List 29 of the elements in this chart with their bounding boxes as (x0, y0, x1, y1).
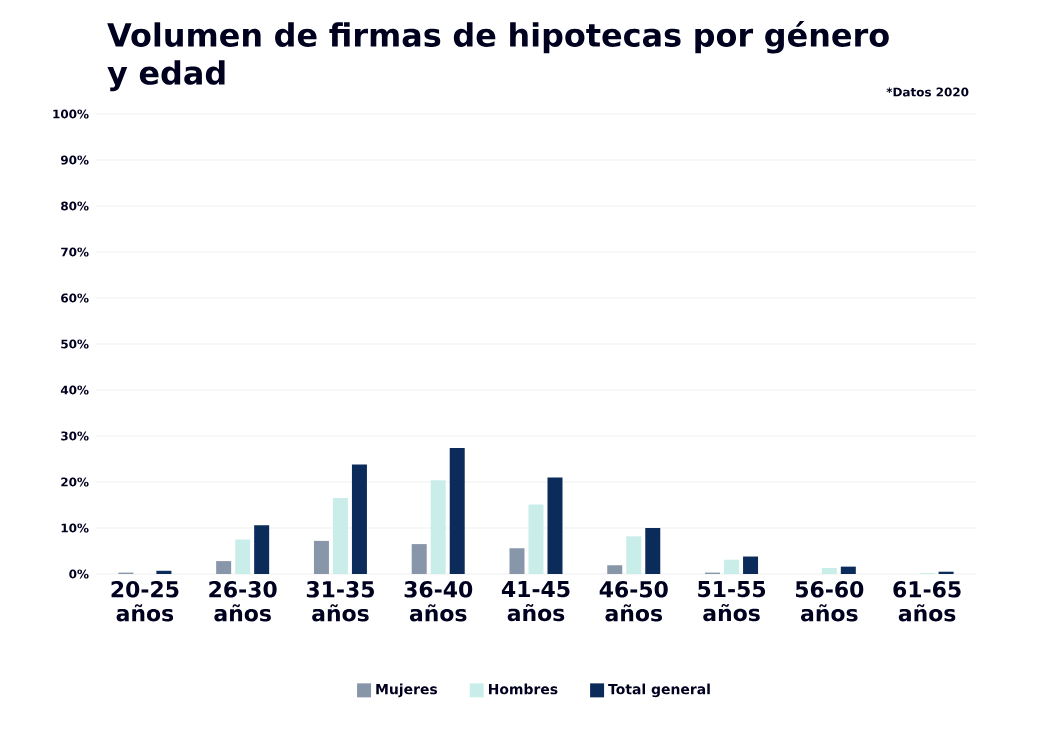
x-tick-label: 56-60 años (795, 581, 864, 622)
bar (626, 536, 642, 574)
bar (430, 480, 446, 574)
bar (645, 528, 661, 574)
bar (607, 565, 623, 574)
x-tick-label: 51-55 años (698, 581, 766, 622)
chart-title: Volumen de firmas de hipotecas por género y edad (107, 21, 889, 92)
bar (332, 498, 348, 574)
bar (216, 561, 232, 574)
bar (821, 568, 837, 574)
bar (840, 566, 856, 574)
bar (351, 464, 367, 574)
bar (411, 544, 427, 574)
bar (743, 556, 759, 574)
x-tick-label: 41-45 años (501, 581, 570, 622)
x-tick-label: 20-25 años (111, 581, 179, 622)
x-tick-label: 61-65 años (893, 581, 961, 622)
bar (235, 539, 251, 574)
bar (449, 447, 465, 574)
bar (724, 559, 740, 574)
x-tick-label: 26-30 años (209, 581, 277, 622)
bar (509, 548, 525, 574)
bar (254, 525, 270, 574)
bar (528, 504, 544, 574)
x-tick-label: 36-40 años (404, 581, 473, 622)
bar (547, 477, 563, 574)
x-tick-label: 31-35 años (306, 581, 374, 622)
x-tick-label: 46-50 años (599, 581, 668, 622)
bar (313, 540, 329, 574)
